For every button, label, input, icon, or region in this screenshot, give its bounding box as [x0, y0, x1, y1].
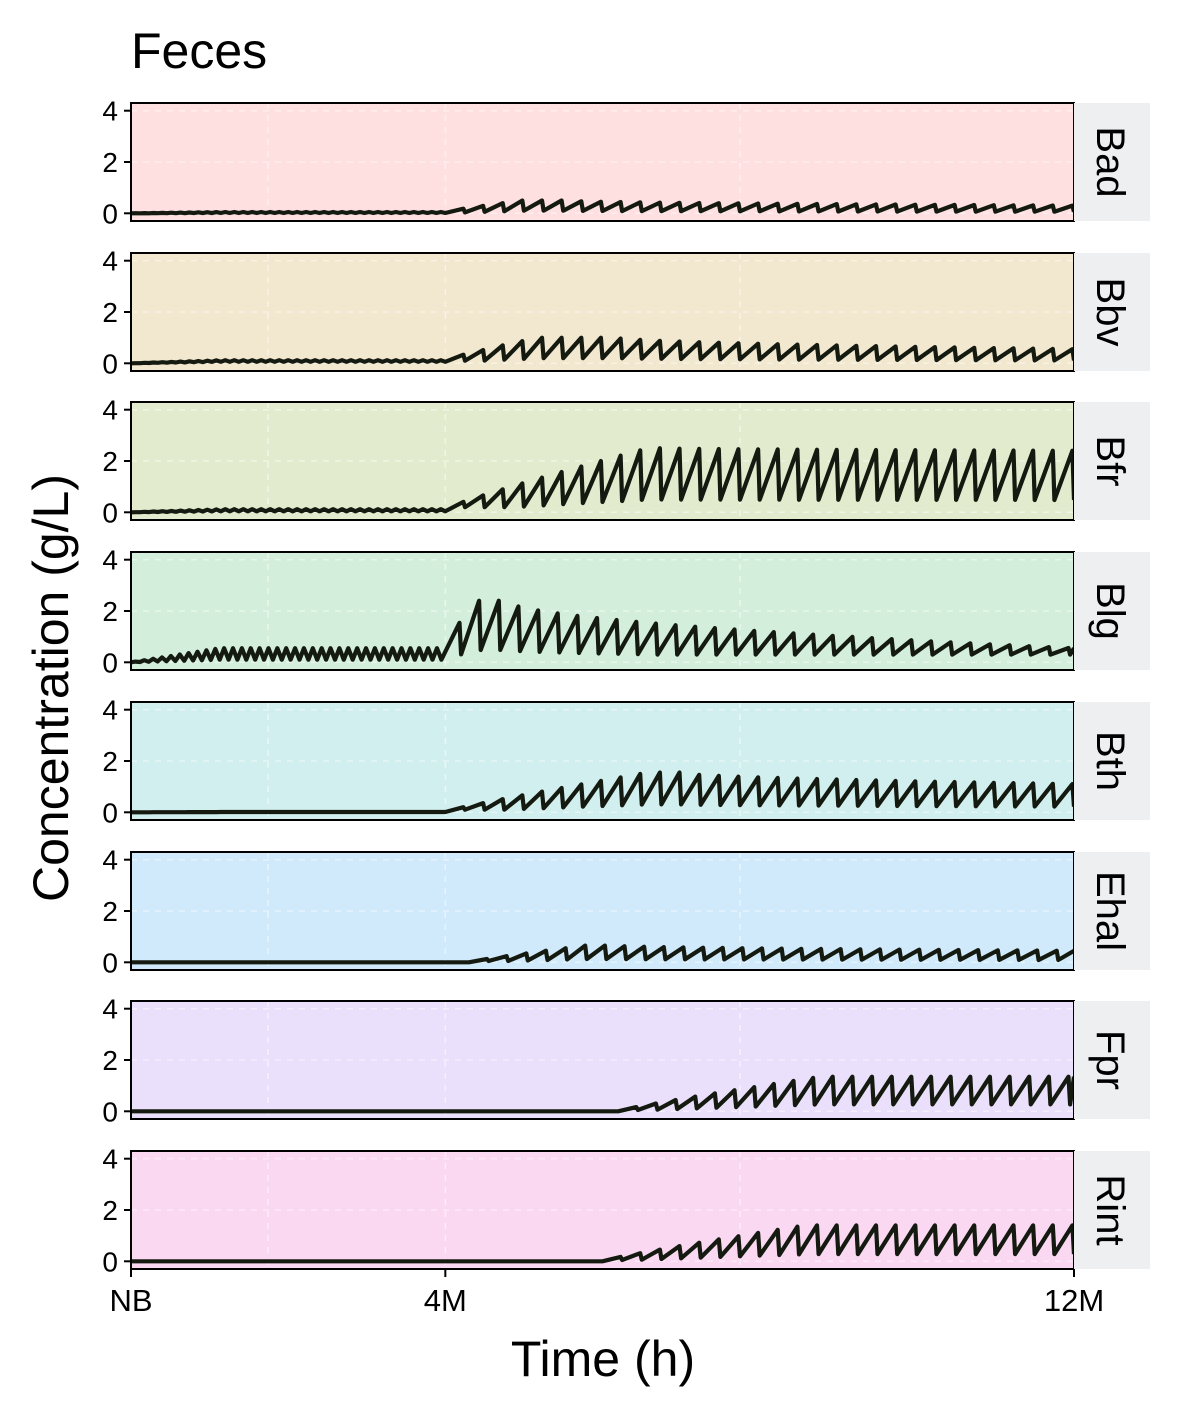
- facet-label-rint: Rint: [1088, 1174, 1132, 1245]
- facet-panel-bad: 0 2 4 Bad: [102, 96, 1150, 229]
- facet-label-bth: Bth: [1088, 731, 1132, 791]
- facet-strip: [1074, 852, 1150, 970]
- series-line-blg: [130, 598, 1076, 665]
- y-tick-label: 4: [102, 96, 118, 127]
- y-tick-label: 4: [102, 994, 118, 1025]
- x-axis-label: Time (h): [511, 1331, 695, 1387]
- facet-label-bad: Bad: [1088, 126, 1132, 197]
- y-tick-label: 4: [102, 246, 118, 277]
- x-tick-label: NB: [109, 1283, 152, 1318]
- facet-panel-fpr: 0 2 4 Fpr: [102, 994, 1150, 1127]
- y-tick-label: 0: [102, 348, 118, 379]
- series-line-fpr: [131, 1074, 1077, 1114]
- chart-title: Feces: [131, 23, 267, 79]
- y-tick-label: 4: [102, 395, 118, 426]
- y-tick-label: 4: [102, 695, 118, 726]
- y-tick-label: 2: [102, 596, 118, 627]
- y-tick-label: 0: [102, 497, 118, 528]
- facet-strip: [1074, 253, 1150, 371]
- y-tick-label: 2: [102, 1195, 118, 1226]
- facet-label-bfr: Bfr: [1088, 435, 1132, 486]
- y-tick-label: 2: [102, 446, 118, 477]
- facet-strip: [1074, 103, 1150, 221]
- series-line-bad: [130, 198, 1077, 216]
- y-tick-label: 2: [102, 896, 118, 927]
- x-tick-label: 4M: [424, 1283, 467, 1318]
- y-tick-label: 2: [102, 746, 118, 777]
- facet-panel-ehal: 0 2 4 Ehal: [102, 845, 1150, 978]
- facet-panel-bfr: 0 2 4 Bfr: [102, 395, 1150, 528]
- facet-strip: [1074, 552, 1150, 670]
- x-axis: NB 4M 12M: [109, 1269, 1104, 1318]
- y-tick-label: 4: [102, 845, 118, 876]
- y-tick-label: 0: [102, 647, 118, 678]
- y-tick-label: 2: [102, 147, 118, 178]
- facet-strip: [1074, 1151, 1150, 1269]
- y-tick-label: 0: [102, 797, 118, 828]
- series-line-bbv: [130, 335, 1077, 366]
- y-tick-label: 0: [102, 1096, 118, 1127]
- facet-panel-rint: 0 2 4 Rint: [102, 1144, 1150, 1277]
- facet-strip: [1074, 402, 1150, 520]
- y-tick-label: 4: [102, 1144, 118, 1175]
- facet-panels: 0 2 4 Bad 0 2 4 Bbv 0 2 4 Bfr 0 2 4 Blg 0 2 4 Bth 0 2 4 Ehal 0 2 4…: [102, 96, 1150, 1277]
- facet-panel-bth: 0 2 4 Bth: [102, 695, 1150, 828]
- y-tick-label: 0: [102, 1246, 118, 1277]
- facet-label-bbv: Bbv: [1088, 278, 1132, 347]
- series-line-bfr: [130, 446, 1077, 515]
- facet-label-blg: Blg: [1088, 582, 1132, 640]
- series-line-bth: [131, 770, 1077, 815]
- series-line-rint: [131, 1223, 1077, 1264]
- facet-strip: [1074, 702, 1150, 820]
- x-tick-label: 12M: [1044, 1283, 1104, 1318]
- series-line-ehal: [131, 943, 1076, 965]
- y-tick-label: 4: [102, 545, 118, 576]
- facet-panel-blg: 0 2 4 Blg: [102, 545, 1150, 678]
- y-tick-label: 0: [102, 198, 118, 229]
- facet-label-ehal: Ehal: [1088, 871, 1132, 951]
- y-tick-label: 2: [102, 1045, 118, 1076]
- y-axis-label: Concentration (g/L): [23, 474, 79, 902]
- facet-strip: [1074, 1001, 1150, 1119]
- facet-label-fpr: Fpr: [1088, 1030, 1132, 1090]
- facet-panel-bbv: 0 2 4 Bbv: [102, 246, 1150, 379]
- y-tick-label: 0: [102, 947, 118, 978]
- y-tick-label: 2: [102, 297, 118, 328]
